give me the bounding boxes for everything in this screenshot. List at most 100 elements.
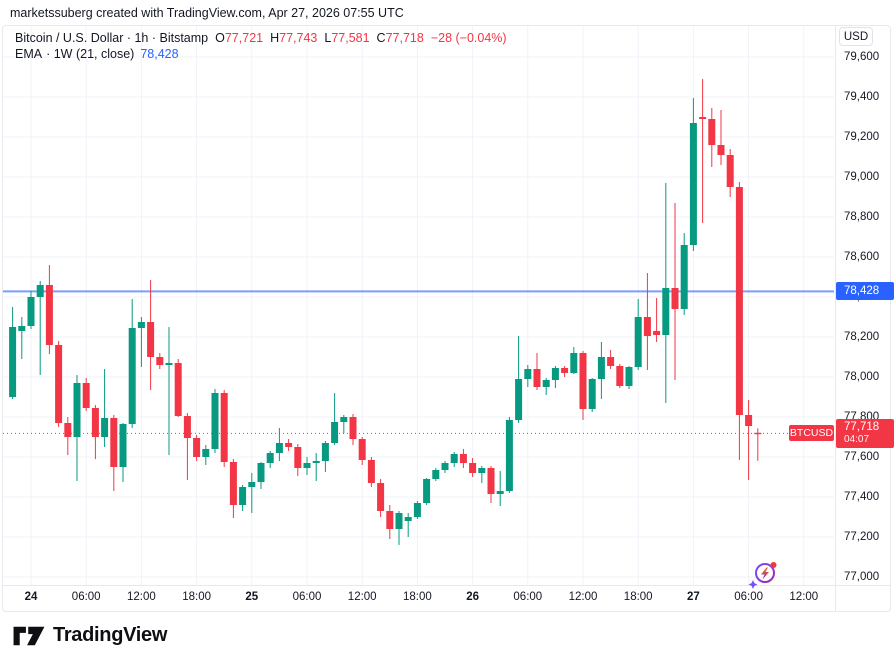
candle[interactable] <box>478 466 486 483</box>
candle[interactable] <box>18 317 26 359</box>
candle[interactable] <box>487 466 495 503</box>
candle[interactable] <box>312 453 320 481</box>
candle[interactable] <box>91 405 99 459</box>
candle[interactable] <box>193 435 201 461</box>
candle[interactable] <box>459 449 467 468</box>
candle[interactable] <box>745 400 753 480</box>
candle-body <box>183 416 191 438</box>
candle[interactable] <box>634 299 642 370</box>
candle[interactable] <box>211 389 219 453</box>
indicator-name[interactable]: EMA <box>15 47 43 61</box>
candle[interactable] <box>570 347 578 374</box>
candle[interactable] <box>174 359 182 417</box>
tradingview-wordmark[interactable]: TradingView <box>53 624 168 646</box>
candle[interactable] <box>708 108 716 167</box>
candle[interactable] <box>515 336 523 423</box>
candle[interactable] <box>156 353 164 369</box>
candle[interactable] <box>561 366 569 377</box>
candle[interactable] <box>183 413 191 480</box>
indicator-legend-row: EMA · 1W (21, close) 78,428 <box>15 47 507 62</box>
candle[interactable] <box>496 471 504 506</box>
candle-body <box>662 288 670 335</box>
candle[interactable] <box>735 182 743 460</box>
candle[interactable] <box>257 462 265 489</box>
candle[interactable] <box>726 149 734 197</box>
currency-toggle-button[interactable]: USD <box>839 27 873 46</box>
candle[interactable] <box>165 327 173 455</box>
candle[interactable] <box>248 473 256 513</box>
candle[interactable] <box>450 452 458 467</box>
candle-body <box>321 443 329 461</box>
candle-body <box>561 368 569 373</box>
candle[interactable] <box>202 445 210 465</box>
candle[interactable] <box>101 369 109 447</box>
candle[interactable] <box>64 417 72 455</box>
candle[interactable] <box>717 110 725 165</box>
tradingview-logo-icon[interactable] <box>12 625 46 647</box>
candle[interactable] <box>110 415 118 491</box>
candle[interactable] <box>671 203 679 380</box>
candle[interactable] <box>607 350 615 369</box>
candle-body <box>294 447 302 468</box>
candle[interactable] <box>662 183 670 403</box>
candle[interactable] <box>137 317 145 367</box>
candle[interactable] <box>128 299 136 428</box>
candle[interactable] <box>275 428 283 461</box>
candle[interactable] <box>55 341 63 427</box>
candle[interactable] <box>625 366 633 389</box>
candle[interactable] <box>119 423 127 482</box>
candle[interactable] <box>321 441 329 472</box>
candle[interactable] <box>653 298 661 342</box>
candle[interactable] <box>542 378 550 395</box>
candle[interactable] <box>220 390 228 467</box>
candle[interactable] <box>469 458 477 477</box>
candle[interactable] <box>432 468 440 481</box>
candle[interactable] <box>505 417 513 493</box>
candle-body <box>459 454 467 463</box>
candle[interactable] <box>266 451 274 468</box>
candle[interactable] <box>395 511 403 545</box>
candle[interactable] <box>349 414 357 445</box>
candle[interactable] <box>367 457 375 487</box>
candle[interactable] <box>579 351 587 420</box>
candle[interactable] <box>36 281 44 375</box>
candle[interactable] <box>377 479 385 517</box>
candle[interactable] <box>699 79 707 223</box>
candle[interactable] <box>340 415 348 433</box>
candle[interactable] <box>27 291 35 329</box>
candle[interactable] <box>331 393 339 445</box>
candle[interactable] <box>597 342 605 399</box>
candle[interactable] <box>9 307 17 399</box>
candle[interactable] <box>413 501 421 519</box>
candle[interactable] <box>533 353 541 390</box>
candle[interactable] <box>588 378 596 412</box>
candle[interactable] <box>404 513 412 537</box>
candle[interactable] <box>358 437 366 465</box>
candle[interactable] <box>73 375 81 481</box>
candle-body <box>36 285 44 297</box>
candle[interactable] <box>147 280 155 390</box>
candle[interactable] <box>680 233 688 315</box>
time-axis[interactable]: 24 06:00 12:00 18:00 25 06:00 12:00 18:00 26 06:0… <box>0 591 896 609</box>
candle[interactable] <box>386 505 394 539</box>
symbol-title[interactable]: Bitcoin / U.S. Dollar · 1h · Bitstamp <box>15 31 209 45</box>
candle[interactable] <box>754 428 762 461</box>
candle[interactable] <box>524 365 532 387</box>
candle-body <box>680 245 688 309</box>
candle[interactable] <box>82 378 90 411</box>
candle-body <box>542 380 550 387</box>
flash-event-icon[interactable] <box>745 558 783 594</box>
candle[interactable] <box>239 485 247 511</box>
candle[interactable] <box>294 444 302 476</box>
candle[interactable] <box>423 478 431 505</box>
price-chart[interactable] <box>0 0 836 613</box>
candle[interactable] <box>303 457 311 475</box>
candle[interactable] <box>441 461 449 473</box>
candle[interactable] <box>616 364 624 388</box>
candle[interactable] <box>285 439 293 451</box>
candle[interactable] <box>551 366 559 388</box>
candle[interactable] <box>643 273 651 370</box>
candle[interactable] <box>229 459 237 518</box>
candle[interactable] <box>45 265 53 354</box>
candle[interactable] <box>689 98 697 251</box>
